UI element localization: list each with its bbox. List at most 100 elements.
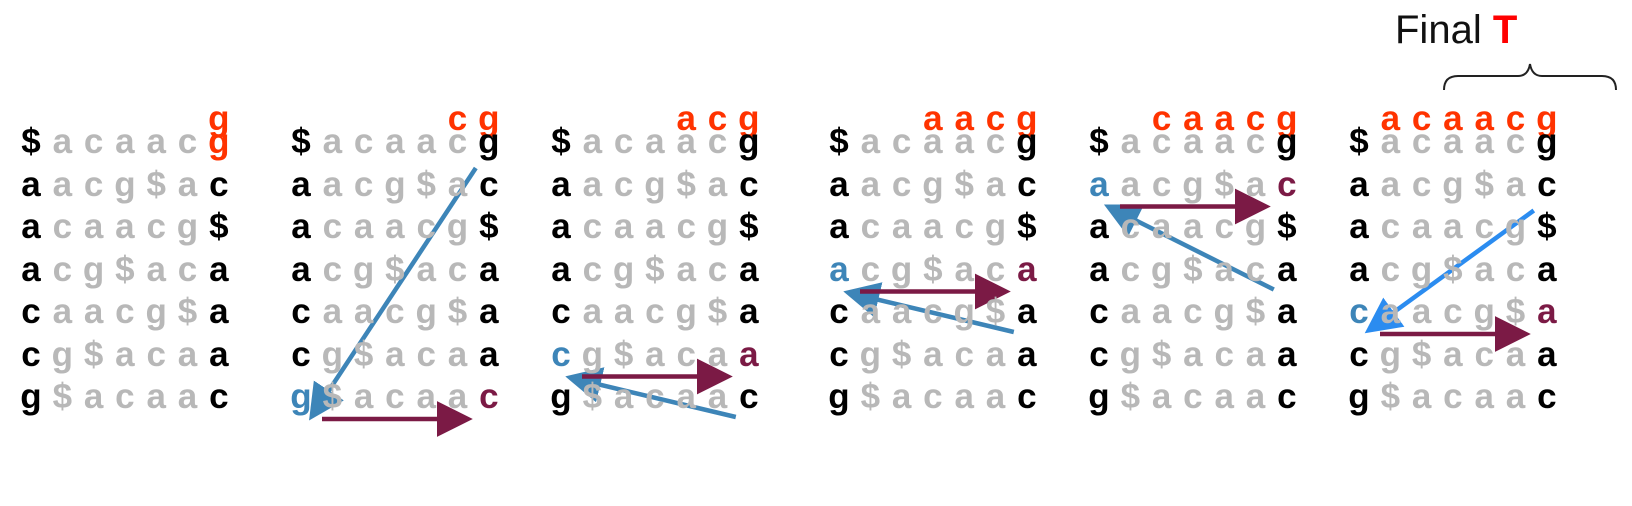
panel-0-row-4-char-0: c — [21, 292, 41, 331]
panel-5-row-0-char-1: a — [1380, 122, 1401, 161]
panel-2-row-1-char-0: a — [551, 164, 571, 204]
panel-2-row-2-char-0: a — [551, 207, 571, 246]
panel-1-row-4-char-6: a — [479, 292, 499, 331]
panel-4-row-4-char-1: a — [1120, 292, 1141, 331]
panel-0-row-0-char-0: $ — [21, 122, 41, 161]
panel-4-row-6-char-3: c — [1183, 377, 1203, 416]
panel-4-row-4-char-6: a — [1277, 292, 1297, 331]
panel-5-header-char: c — [1411, 99, 1432, 138]
panel-1-row-6-char-3: c — [385, 377, 405, 416]
panel-5-row-5-char-5: a — [1505, 334, 1526, 374]
panel-4-row-2-char-1: c — [1120, 207, 1141, 246]
panel-4-row-1-char-4: $ — [1214, 164, 1234, 204]
panel-3-row-2-char-1: c — [860, 207, 881, 246]
panel-1-row-3-char-1: c — [322, 249, 343, 289]
panel-0-row-6-char-6: c — [209, 377, 229, 416]
panel-1-row-0-char-6: g — [478, 122, 500, 161]
panel-2-row-4-char-4: g — [675, 292, 697, 331]
panel-1-row-6-char-6: c — [479, 377, 499, 416]
panel-3-row-3-char-4: a — [954, 249, 974, 289]
panel-4-row-0-char-0: $ — [1089, 122, 1109, 161]
panel-5-row-1-char-1: a — [1380, 164, 1401, 204]
panel-0-row-6-char-1: $ — [52, 377, 73, 416]
panel-2-row-4-char-1: a — [582, 292, 603, 331]
panel-5-row-1-char-3: g — [1442, 164, 1464, 204]
panel-5-row-6-char-4: a — [1474, 377, 1494, 416]
panel-1-header-char: g — [478, 99, 500, 138]
panel-5-row-4-char-5: $ — [1505, 292, 1526, 331]
panel-2-row-2-char-1: c — [582, 207, 603, 246]
panel-1-row-5-char-1: g — [321, 334, 343, 374]
panel-3-row-6-char-4: a — [954, 377, 974, 416]
panel-3-row-6-char-3: c — [923, 377, 943, 416]
panel-0-row-4-char-6: a — [209, 292, 229, 331]
panel-0-row-2-char-6: $ — [209, 207, 229, 246]
panel-1-row-3-char-5: c — [447, 249, 468, 289]
panel-5-row-1-char-0: a — [1349, 164, 1369, 204]
panel-4-row-2-char-2: a — [1151, 207, 1172, 246]
final-t-label: Final T — [1395, 8, 1595, 53]
panel-3-row-2-char-2: a — [891, 207, 912, 246]
panel-0-row-3-char-6: a — [209, 249, 229, 289]
panel-4-row-6-char-1: $ — [1120, 377, 1141, 416]
panel-2-row-1-char-3: g — [644, 164, 666, 204]
panel-1-row-0-char-0: $ — [291, 122, 311, 161]
panel-1-row-3-char-2: g — [352, 249, 375, 289]
panel-2-row-3-char-5: c — [707, 249, 728, 289]
panel-1-row-1-char-5: a — [447, 164, 468, 204]
panel-1-row-6-char-5: a — [447, 377, 468, 416]
panel-1-row-0-char-5: c — [447, 122, 468, 161]
panel-5-row-4-char-2: a — [1411, 292, 1432, 331]
panel-1-header-char: c — [447, 99, 468, 138]
panel-2-row-2-char-5: g — [706, 207, 729, 246]
panel-2-row-6-char-5: a — [707, 377, 728, 416]
panel-3-row-4-char-0: c — [829, 292, 849, 331]
panel-1-row-2-char-0: a — [291, 207, 311, 246]
panel-1-row-2-char-2: a — [353, 207, 374, 246]
panel-1-row-2-char-6: $ — [479, 207, 499, 246]
panel-4-header-char: c — [1151, 99, 1172, 138]
panel-4-row-6-char-0: g — [1088, 377, 1110, 416]
panel-0-row-3-char-5: c — [177, 249, 198, 289]
panel-5-row-3-char-6: a — [1537, 249, 1557, 289]
panel-4-row-2-char-6: $ — [1277, 207, 1297, 246]
panel-3-row-6-char-2: a — [891, 377, 912, 416]
panel-4-row-6-char-4: a — [1214, 377, 1234, 416]
panel-5-row-2-char-0: a — [1349, 207, 1369, 246]
panel-3-row-1-char-4: $ — [954, 164, 974, 204]
panel-4-row-3-char-2: g — [1150, 249, 1173, 289]
panel-0-row-3-char-0: a — [21, 249, 41, 289]
panel-3-row-3-char-1: c — [860, 249, 881, 289]
panel-3-row-1-char-6: c — [1017, 164, 1037, 204]
panel-4-header-char: c — [1245, 99, 1266, 138]
panel-4-row-1-char-3: g — [1182, 164, 1204, 204]
panel-2-row-6-char-0: g — [550, 377, 572, 416]
panel-5-row-4-char-3: c — [1443, 292, 1463, 331]
panel-5-row-0-char-6: g — [1536, 122, 1558, 161]
panel-4-row-3-char-4: a — [1214, 249, 1234, 289]
panel-2-header-char: a — [676, 99, 696, 138]
panel-1-row-6-char-2: a — [353, 377, 374, 416]
panel-5-row-3-char-1: c — [1380, 249, 1401, 289]
panel-4-row-2-char-5: g — [1244, 207, 1267, 246]
panel-1-row-6-char-1: $ — [322, 377, 343, 416]
panel-0-row-5-char-4: c — [146, 334, 166, 374]
panel-0-row-4-char-1: a — [52, 292, 73, 331]
panel-4-row-5-char-3: a — [1183, 334, 1203, 374]
panel-5-row-6-char-0: g — [1348, 377, 1370, 416]
panel-4-row-3-char-5: c — [1245, 249, 1266, 289]
panel-3-row-5-char-4: c — [954, 334, 974, 374]
panel-4-row-1-char-1: a — [1120, 164, 1141, 204]
panel-1-row-0-char-1: a — [322, 122, 343, 161]
panel-4-row-3-char-1: c — [1120, 249, 1141, 289]
panel-3-row-3-char-2: g — [890, 249, 913, 289]
panel-0-row-3-char-2: g — [82, 249, 105, 289]
panel-0-row-1-char-4: $ — [146, 164, 166, 204]
panel-1-row-3-char-3: $ — [385, 249, 405, 289]
panel-3-row-0-char-0: $ — [829, 122, 849, 161]
panel-1-row-1-char-6: c — [479, 164, 499, 204]
panel-2-row-2-char-3: a — [645, 207, 665, 246]
panel-2-row-1-char-4: $ — [676, 164, 696, 204]
lf-mapping-arrow-1 — [565, 367, 737, 420]
panel-0-row-4-char-2: a — [83, 292, 104, 331]
